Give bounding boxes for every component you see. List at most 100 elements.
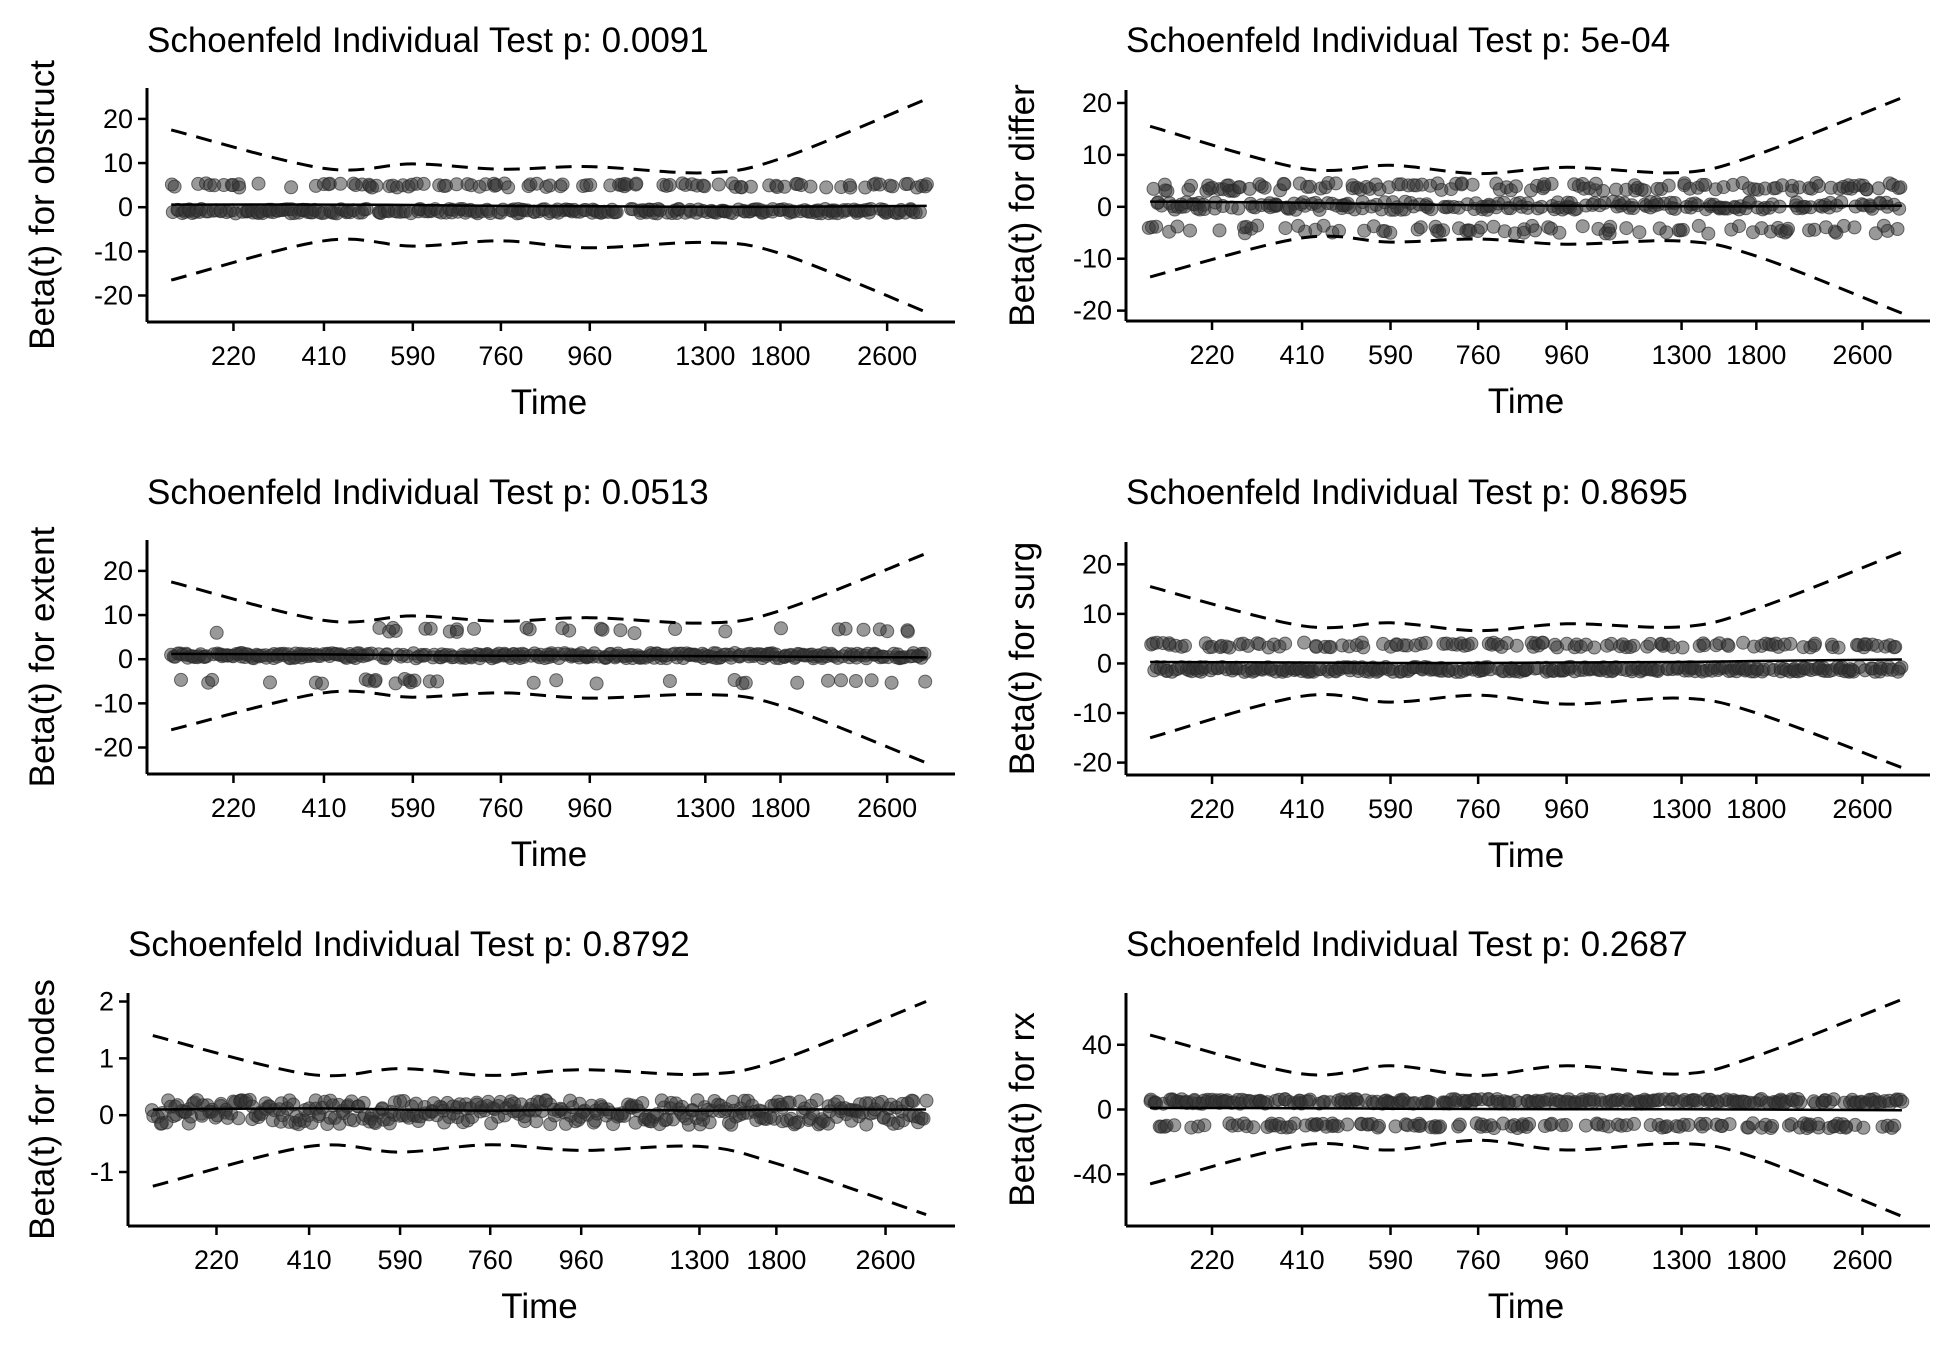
- residual-point: [743, 179, 758, 194]
- x-tick-label: 1300: [1652, 794, 1712, 824]
- ci-upper-line: [1149, 96, 1903, 176]
- residual-point: [1847, 220, 1862, 235]
- y-tick-label: 0: [1097, 648, 1112, 678]
- residual-point: [1340, 1117, 1355, 1132]
- panel-title: Schoenfeld Individual Test p: 0.0091: [147, 21, 709, 60]
- residual-point: [1661, 178, 1676, 193]
- y-tick-label: 20: [1082, 549, 1112, 579]
- x-tick-label: 760: [1456, 340, 1501, 370]
- residual-point: [315, 676, 329, 691]
- residual-point: [407, 673, 422, 688]
- residual-point: [1722, 1117, 1737, 1132]
- residual-point: [356, 1095, 371, 1110]
- residual-point: [918, 674, 933, 689]
- panel-title: Schoenfeld Individual Test p: 5e-04: [1126, 21, 1670, 60]
- residual-point: [1675, 640, 1690, 655]
- x-tick-label: 2600: [1832, 340, 1892, 370]
- x-tick-label: 1300: [669, 1245, 729, 1275]
- x-tick-label: 220: [211, 793, 256, 823]
- residual-point: [1619, 221, 1634, 236]
- smooth-fit-line: [171, 652, 927, 659]
- ci-upper-line: [152, 1000, 927, 1078]
- y-tick-label: 40: [1082, 1030, 1112, 1060]
- x-tick-label: 760: [1456, 794, 1501, 824]
- residual-point: [843, 180, 858, 195]
- y-tick-label: 0: [118, 644, 133, 674]
- residual-point: [1637, 183, 1652, 198]
- residual-point: [1160, 184, 1175, 199]
- residual-point: [1697, 638, 1712, 653]
- residual-point: [1732, 219, 1746, 234]
- x-axis-label: Time: [511, 835, 587, 874]
- residual-point: [1149, 219, 1164, 234]
- residual-point: [1765, 1119, 1780, 1133]
- x-tick-label: 1300: [1652, 1245, 1712, 1275]
- residual-point: [912, 205, 927, 219]
- residual-point: [1452, 1117, 1467, 1132]
- residual-point: [1793, 1095, 1808, 1110]
- x-axis-label: Time: [511, 383, 587, 422]
- panel-title: Schoenfeld Individual Test p: 0.2687: [1126, 925, 1688, 964]
- residual-points: [1141, 176, 1908, 241]
- y-tick-label: 20: [103, 556, 133, 586]
- y-axis-label: Beta(t) for obstruct: [23, 60, 62, 350]
- ci-lower-line: [1149, 693, 1903, 770]
- residual-point: [167, 179, 182, 194]
- x-tick-label: 960: [559, 1245, 604, 1275]
- panel-title: Schoenfeld Individual Test p: 0.8695: [1126, 473, 1688, 512]
- residual-point: [1183, 223, 1197, 238]
- residual-point: [555, 177, 570, 192]
- ci-lower-line: [1149, 234, 1903, 315]
- residual-point: [595, 622, 610, 637]
- residual-point: [1558, 1117, 1573, 1132]
- x-tick-label: 590: [390, 793, 435, 823]
- residual-point: [284, 180, 299, 195]
- residual-point: [702, 1115, 717, 1130]
- x-tick-label: 410: [1280, 1245, 1325, 1275]
- y-tick-label: 0: [1097, 1095, 1112, 1125]
- residual-point: [174, 672, 188, 687]
- y-tick-label: -20: [1073, 748, 1112, 778]
- x-tick-label: 760: [468, 1245, 513, 1275]
- panel-1: Schoenfeld Individual Test p: 0.0091 20 10…: [23, 21, 955, 422]
- residual-point: [1888, 639, 1903, 654]
- residual-point: [1811, 179, 1826, 193]
- residual-point: [209, 625, 224, 640]
- residual-point: [1383, 225, 1398, 240]
- residual-point: [1212, 223, 1227, 238]
- residual-point: [838, 621, 853, 636]
- smooth-fit-line: [171, 203, 927, 209]
- x-tick-label: 1800: [746, 1245, 806, 1275]
- residual-point: [1464, 636, 1479, 651]
- x-tick-label: 590: [378, 1245, 423, 1275]
- residual-point: [1781, 221, 1795, 236]
- residual-point: [1632, 225, 1647, 240]
- residual-point: [1297, 635, 1312, 650]
- ci-lower-line: [170, 689, 928, 765]
- ci-upper-line: [170, 97, 928, 175]
- x-tick-label: 1300: [1652, 340, 1712, 370]
- x-tick-label: 410: [1280, 794, 1325, 824]
- residual-point: [368, 673, 383, 687]
- x-tick-label: 410: [1280, 340, 1325, 370]
- residual-point: [856, 622, 871, 637]
- residual-point: [1701, 226, 1716, 241]
- residual-point: [919, 177, 934, 192]
- residual-point: [864, 673, 879, 688]
- residual-point: [1721, 638, 1736, 653]
- residual-point: [333, 176, 348, 191]
- x-tick-label: 220: [1189, 794, 1234, 824]
- x-axis-label: Time: [1488, 1287, 1564, 1326]
- residual-point: [629, 176, 644, 191]
- y-tick-label: 0: [1097, 192, 1112, 222]
- residual-point: [1627, 1116, 1641, 1131]
- residual-point: [467, 621, 481, 636]
- residual-point: [1178, 638, 1192, 653]
- residual-point: [1250, 218, 1265, 233]
- residual-point: [1808, 636, 1822, 651]
- x-tick-label: 960: [567, 793, 612, 823]
- residual-point: [697, 179, 712, 194]
- y-tick-label: 10: [103, 148, 133, 178]
- residual-point: [916, 1111, 931, 1126]
- residual-point: [205, 672, 220, 687]
